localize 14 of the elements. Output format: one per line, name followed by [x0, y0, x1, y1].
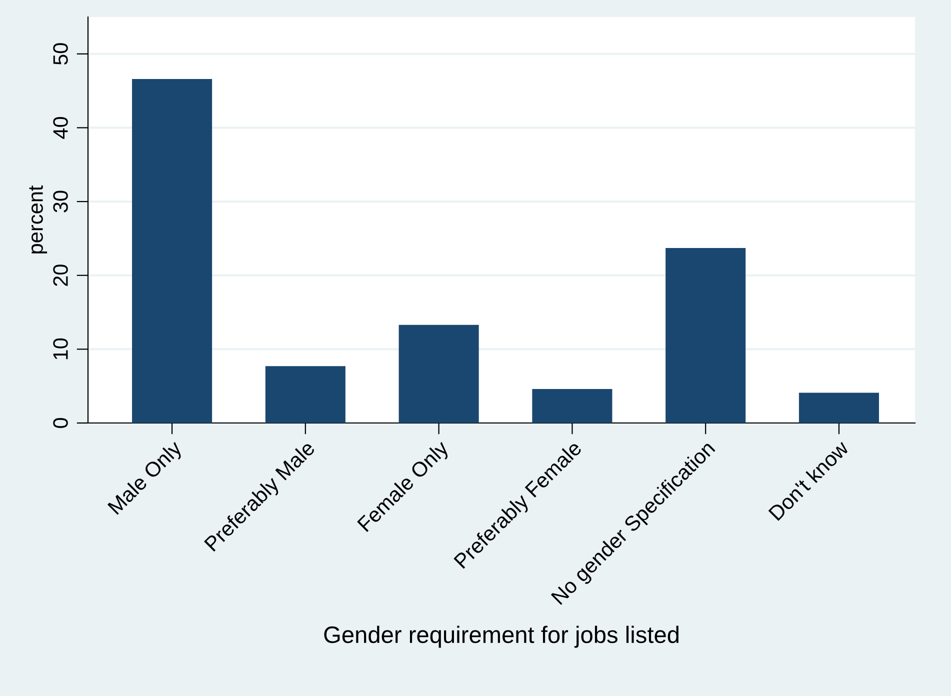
y-tick-label: 40: [53, 116, 68, 139]
bar: [132, 79, 212, 423]
bar: [532, 389, 612, 423]
bar: [265, 366, 346, 423]
y-tick-label: 20: [53, 264, 68, 286]
x-axis-title: Gender requirement for jobs listed: [324, 626, 678, 648]
bar: [666, 248, 746, 423]
y-tick-label: 30: [53, 190, 68, 212]
bar: [798, 392, 879, 423]
y-axis-title: percent: [29, 185, 48, 254]
y-tick-label: 0: [53, 418, 68, 428]
y-tick-label: 50: [53, 43, 68, 65]
y-tick-label: 10: [53, 338, 68, 360]
bar: [398, 324, 479, 423]
